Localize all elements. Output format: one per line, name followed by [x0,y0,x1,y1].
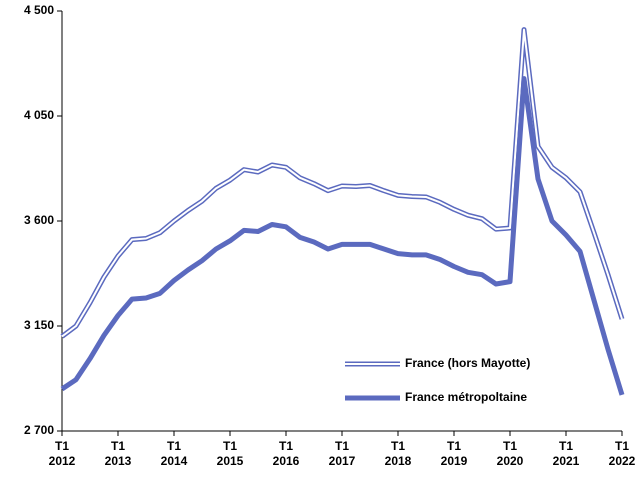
x-tick-label: T1 2022 [608,439,636,468]
x-tick-label: T1 2020 [496,439,524,468]
y-tick-label: 4 050 [24,108,54,122]
y-tick-label: 2 700 [24,423,54,437]
x-tick-label: T1 2014 [160,439,188,468]
x-tick-label: T1 2016 [272,439,300,468]
series-line-core [61,28,623,338]
x-tick-label: T1 2017 [328,439,356,468]
x-tick-label: T1 2015 [216,439,244,468]
x-tick-label: T1 2021 [552,439,580,468]
legend-label: France (hors Mayotte) [405,356,530,370]
y-tick-label: 3 600 [24,213,54,227]
series-line [60,76,625,396]
y-tick-label: 3 150 [24,318,54,332]
legend-label: France métropoltaine [405,390,527,404]
x-tick-label: T1 2019 [440,439,468,468]
x-tick-label: T1 2013 [104,439,132,468]
x-tick-label: T1 2012 [48,439,76,468]
y-tick-label: 4 500 [24,3,54,17]
x-tick-label: T1 2018 [384,439,412,468]
